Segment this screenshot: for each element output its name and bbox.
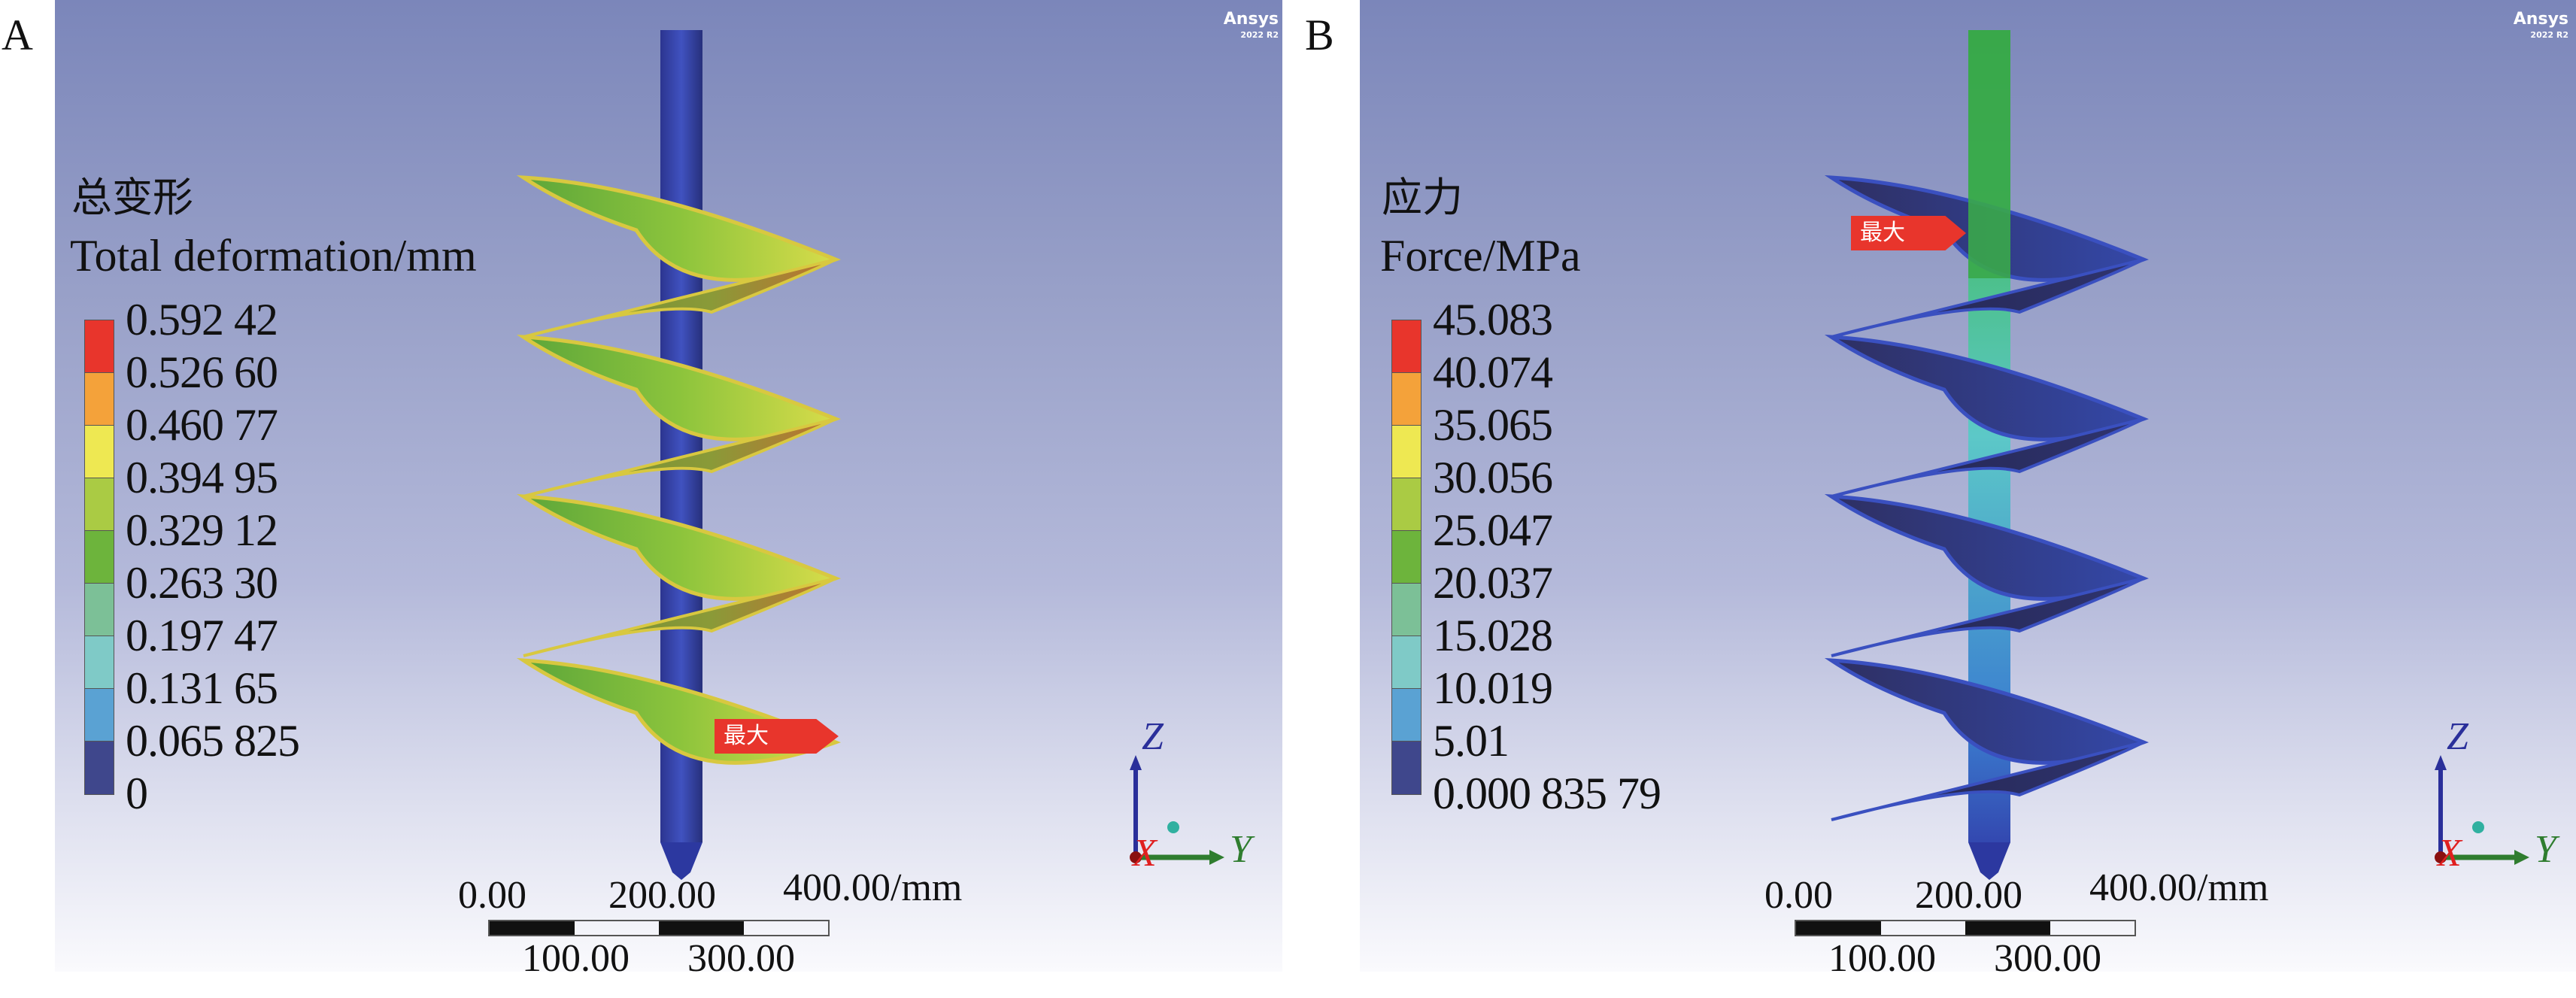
legend-swatch [85,478,114,531]
triad-z-label: Z [1142,715,1164,758]
legend-swatch [1392,689,1421,742]
legend-swatch [85,689,114,742]
scale-label: 400.00/mm [2089,866,2269,909]
flight-lower-surface [523,258,836,338]
flight-lower-surface [523,417,836,498]
scale-label: 100.00 [522,937,630,980]
legend-tick-label: 0.197 47 [126,611,278,660]
scale-label: 200.00 [608,874,716,917]
legend-tick-label: 0.131 65 [126,663,278,713]
flight-lower-surface [1831,741,2144,821]
legend-swatch [1392,742,1421,794]
legend-tick-label: 25.047 [1433,505,1553,555]
legend-tick-label: 0.263 30 [126,558,278,608]
legend-swatch [85,742,114,794]
max-value-tag: 最大 [715,719,839,754]
legend-swatch [1392,426,1421,478]
legend-tick-label: 0.592 42 [126,295,278,344]
legend-tick-label: 40.074 [1433,347,1553,397]
legend-tick-label: 5.01 [1433,716,1509,766]
scale-label: 100.00 [1828,937,1936,980]
legend-tick-label: 20.037 [1433,558,1553,608]
legend-tick-label: 0.000 835 79 [1433,769,1661,818]
legend-tick-label: 0.329 12 [126,505,278,555]
scale-label: 0.00 [1764,874,1833,917]
legend-swatch [1392,636,1421,689]
legend-swatch [85,426,114,478]
legend-ticks: 45.083 40.074 35.065 30.056 25.047 20.037 15.0… [1433,293,1661,820]
scale-label: 300.00 [687,937,795,980]
max-value-tag: 最大 [1851,216,1966,250]
panel-label-a: A [2,11,33,59]
triad-arrows [1130,755,1224,865]
legend-swatch [1392,478,1421,531]
legend-ticks: 0.592 42 0.526 60 0.460 77 0.394 95 0.329 12… [126,293,300,820]
flight-lower-surface [523,577,836,657]
legend-tick-label: 35.065 [1433,400,1553,450]
legend-tick-label: 10.019 [1433,663,1553,713]
triad-y-label: Y [2535,828,2556,871]
legend-tick-label: 0 [126,769,148,818]
legend-swatch [85,636,114,689]
auger-tip [1968,842,2010,880]
legend-title: Total deformation/mm [70,231,477,281]
auger-stress-model [1824,30,2150,880]
legend-swatches [1391,320,1422,795]
legend-swatch [1392,584,1421,636]
legend-swatch [1392,531,1421,584]
panel-b-viewport [1360,0,2576,972]
legend-swatch [1392,320,1421,373]
triad-y-label: Y [1230,828,1252,871]
scale-label: 0.00 [458,874,526,917]
scale-label: 400.00/mm [783,866,963,909]
legend-tick-label: 30.056 [1433,453,1553,502]
legend-tick-label: 0.460 77 [126,400,278,450]
scale-label: 300.00 [1994,937,2101,980]
flight-lower-surface [1831,417,2144,498]
legend-swatch [85,320,114,373]
triad-x-label: X [2438,832,2462,875]
legend-tick-label: 15.028 [1433,611,1553,660]
legend-swatch [85,373,114,426]
legend-tick-label: 0.065 825 [126,716,300,766]
legend-swatches [84,320,114,795]
legend-title: Force/MPa [1380,231,1581,281]
legend-swatch [85,531,114,584]
legend-tick-label: 0.394 95 [126,453,278,502]
axis-triad: Z X Y [1128,715,1256,875]
legend-title-cn: 应力 [1382,175,1463,220]
flight-lower-surface [1831,577,2144,657]
legend-title-cn: 总变形 [71,175,193,220]
triad-z-label: Z [2447,715,2468,758]
flight-lower-surface [1831,258,2144,338]
ansys-logo: Ansys 2022 R2 [2513,10,2568,40]
ansys-logo: Ansys 2022 R2 [1223,10,1279,40]
scale-label: 200.00 [1915,874,2022,917]
panel-label-b: B [1305,11,1334,59]
legend-swatch [1392,373,1421,426]
auger-tip [660,842,702,880]
legend-tick-label: 45.083 [1433,295,1553,344]
triad-x-label: X [1133,832,1157,875]
axis-triad: Z X Y [2433,715,2561,875]
legend-swatch [85,584,114,636]
shaft-stress-region [1968,30,2010,278]
auger-deformation-model [516,30,842,880]
legend-tick-label: 0.526 60 [126,347,278,397]
triad-arrows [2435,755,2529,865]
